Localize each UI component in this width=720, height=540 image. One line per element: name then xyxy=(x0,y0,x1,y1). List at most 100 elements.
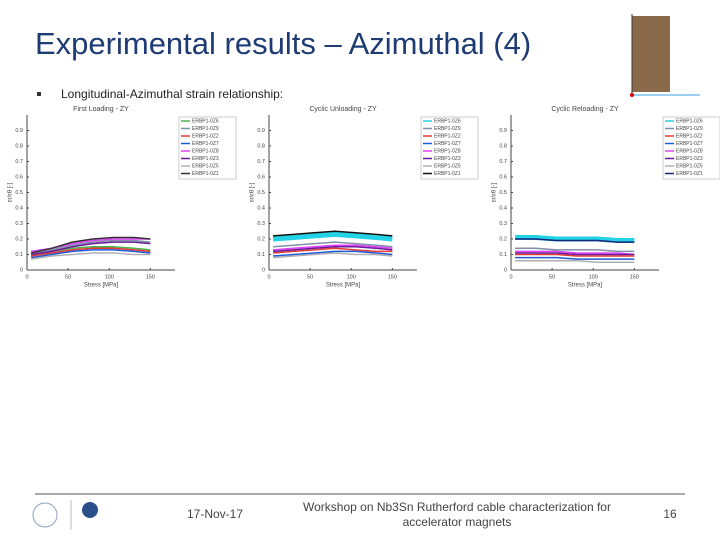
x-tick-label: 0 xyxy=(25,274,28,280)
y-axis-label: εr/εθ [-] xyxy=(250,182,256,202)
y-tick-label: 0.7 xyxy=(257,159,265,165)
legend-label: ERBP1-0Z7 xyxy=(676,141,703,147)
y-axis-label: εr/εθ [-] xyxy=(8,182,14,202)
y-tick-label: 0.1 xyxy=(15,252,23,258)
series-line xyxy=(273,230,393,237)
logos xyxy=(32,500,98,530)
legend-label: ERBP1-0Z9 xyxy=(192,126,219,132)
series-line xyxy=(30,249,151,259)
y-tick-label: 0.4 xyxy=(257,205,265,211)
legend-label: ERBP1-0Z6 xyxy=(192,118,219,124)
series-line xyxy=(273,247,393,254)
y-tick-label: 0.2 xyxy=(499,236,507,242)
series-line xyxy=(273,244,393,251)
legend-box xyxy=(178,116,237,180)
legend-label: ERBP1-0Z7 xyxy=(192,141,219,147)
slide-title: Experimental results – Azimuthal (4) xyxy=(35,26,531,61)
y-tick-label: 0.8 xyxy=(499,143,507,149)
x-tick-label: 100 xyxy=(347,274,356,280)
legend-box xyxy=(662,116,720,180)
legend-label: ERBP1-0Z9 xyxy=(676,126,703,132)
cable-inset xyxy=(630,14,700,97)
x-axis-label: Stress [MPa] xyxy=(326,283,361,289)
y-tick-label: 0.4 xyxy=(15,205,23,211)
x-tick-label: 100 xyxy=(105,274,114,280)
legend-label: ERBP1-0Z2 xyxy=(434,133,461,139)
legend-label: ERBP1-0Z5 xyxy=(676,163,703,169)
legend-label: ERBP1-0Z3 xyxy=(434,156,461,162)
y-tick-label: 0.2 xyxy=(257,236,265,242)
x-tick-label: 50 xyxy=(307,274,313,280)
y-tick-label: 0 xyxy=(262,267,265,273)
y-tick-label: 0.5 xyxy=(15,190,23,196)
y-tick-label: 0.6 xyxy=(15,174,23,180)
series-line xyxy=(515,253,635,257)
series-line xyxy=(515,252,635,256)
series-line xyxy=(273,250,393,257)
y-tick-label: 0.9 xyxy=(257,128,265,134)
x-tick-label: 0 xyxy=(509,274,512,280)
y-tick-label: 0.7 xyxy=(499,159,507,165)
x-tick-label: 0 xyxy=(267,274,270,280)
legend-label: ERBP1-0Z8 xyxy=(434,148,461,154)
x-tick-label: 150 xyxy=(146,274,155,280)
legend-label: ERBP1-0Z8 xyxy=(676,148,703,154)
series-line xyxy=(273,252,393,259)
series-line xyxy=(515,234,635,244)
legend-label: ERBP1-0Z2 xyxy=(192,133,219,139)
y-tick-label: 0.8 xyxy=(15,143,23,149)
y-tick-label: 0.5 xyxy=(257,190,265,196)
series-line xyxy=(515,238,635,243)
footer-date: 17-Nov-17 xyxy=(187,507,243,521)
series-line xyxy=(30,236,151,254)
x-tick-label: 50 xyxy=(65,274,71,280)
bullet-marker xyxy=(37,92,41,96)
footer-workshop: Workshop on Nb3Sn Rutherford cable chara… xyxy=(303,500,611,514)
legend-label: ERBP1-0Z3 xyxy=(676,156,703,162)
bullet-text: Longitudinal-Azimuthal strain relationsh… xyxy=(61,87,283,101)
y-tick-label: 0.2 xyxy=(15,236,23,242)
y-tick-label: 0.1 xyxy=(257,252,265,258)
y-tick-label: 0.8 xyxy=(257,143,265,149)
y-tick-label: 0.9 xyxy=(15,128,23,134)
legend-label: ERBP1-0Z6 xyxy=(434,118,461,124)
x-tick-label: 150 xyxy=(630,274,639,280)
chart-title: Cyclic Unloading - ZY xyxy=(309,106,377,113)
series-line xyxy=(30,252,151,260)
x-tick-label: 100 xyxy=(589,274,598,280)
y-tick-label: 0.3 xyxy=(257,221,265,227)
legend-label: ERBP1-0Z7 xyxy=(434,141,461,147)
chart-title: Cyclic Reloading - ZY xyxy=(551,106,619,113)
legend-label: ERBP1-0Z5 xyxy=(192,163,219,169)
chart-title: First Loading - ZY xyxy=(73,106,129,113)
y-tick-label: 0 xyxy=(20,267,23,273)
y-tick-label: 0.6 xyxy=(499,174,507,180)
y-tick-label: 0.3 xyxy=(499,221,507,227)
series-line xyxy=(515,259,635,263)
series-line xyxy=(30,241,151,256)
series-line xyxy=(273,241,393,248)
series-line xyxy=(515,247,635,253)
legend-label: ERBP1-0Z1 xyxy=(192,171,219,177)
footer-workshop: accelerator magnets xyxy=(403,515,512,529)
y-tick-label: 0.9 xyxy=(499,128,507,134)
x-axis-label: Stress [MPa] xyxy=(84,283,119,289)
series-line xyxy=(30,239,151,254)
y-tick-label: 0.6 xyxy=(257,174,265,180)
series-line xyxy=(30,247,151,257)
legend-box xyxy=(420,116,479,180)
y-tick-label: 0.7 xyxy=(15,159,23,165)
x-tick-label: 50 xyxy=(549,274,555,280)
legend-label: ERBP1-0Z5 xyxy=(434,163,461,169)
legend-label: ERBP1-0Z3 xyxy=(192,156,219,162)
y-tick-label: 0 xyxy=(504,267,507,273)
series-line xyxy=(515,250,635,256)
y-tick-label: 0.4 xyxy=(499,205,507,211)
y-axis-label: εr/εθ [-] xyxy=(492,182,498,202)
series-line xyxy=(272,231,393,242)
series-line xyxy=(515,256,635,260)
legend-label: ERBP1-0Z9 xyxy=(434,126,461,132)
x-tick-label: 150 xyxy=(388,274,397,280)
page-number: 16 xyxy=(663,507,677,521)
